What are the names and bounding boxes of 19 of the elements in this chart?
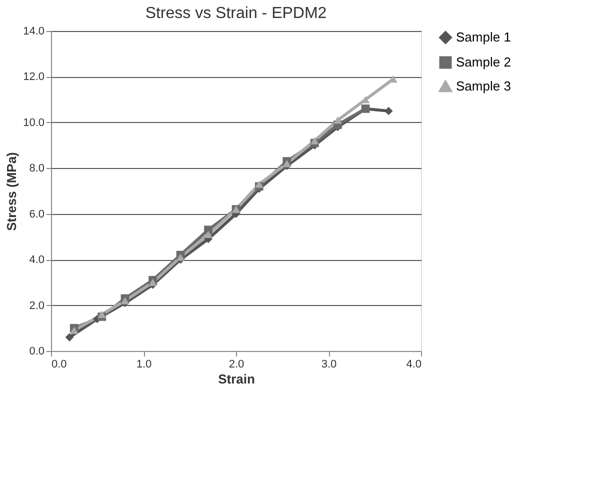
y-tick-label: 14.0 (23, 26, 44, 38)
legend-label: Sample 2 (456, 54, 511, 70)
x-tick-label: 2.0 (228, 358, 244, 370)
legend-label: Sample 3 (456, 78, 511, 94)
y-tick-label: 0.0 (29, 346, 44, 358)
y-tick-label: 12.0 (23, 71, 44, 84)
x-tick-label: 4.0 (406, 358, 422, 370)
y-tick-label: 2.0 (29, 300, 44, 312)
y-tick-label: 8.0 (29, 162, 44, 175)
y-axis-title: Stress (MPa) (4, 152, 20, 231)
chart-title: Stress vs Strain - EPDM2 (145, 5, 327, 22)
y-tick-label: 4.0 (29, 254, 44, 266)
x-axis-title: Strain (218, 372, 255, 386)
y-tick-label: 6.0 (29, 208, 44, 220)
x-tick-label: 3.0 (321, 358, 337, 370)
y-tick-label: 10.0 (23, 116, 44, 129)
x-tick-label: 1.0 (136, 358, 152, 370)
x-tick-label: 0.0 (52, 358, 67, 370)
legend-label: Sample 1 (456, 30, 511, 44)
